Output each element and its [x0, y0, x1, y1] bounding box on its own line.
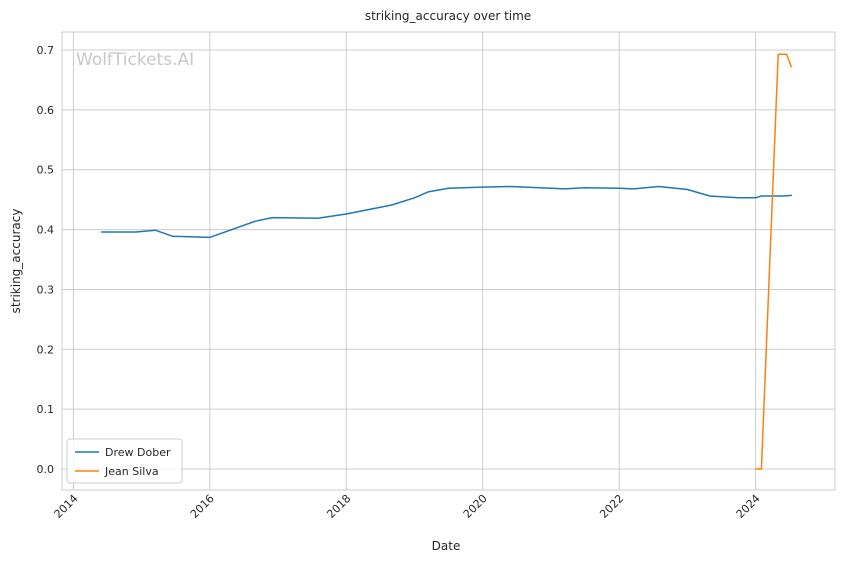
- x-tick-label: 2020: [461, 492, 490, 521]
- y-axis-label: striking_accuracy: [9, 209, 23, 314]
- x-tick-label: 2018: [324, 492, 353, 521]
- x-tick-label: 2016: [188, 492, 217, 521]
- plot-frame: [61, 31, 836, 491]
- y-tick-label: 0.7: [37, 44, 55, 57]
- legend-label-drew-dober: Drew Dober: [105, 446, 171, 459]
- series-line-drew-dober: [100, 185, 793, 239]
- legend-box: [66, 438, 183, 484]
- y-tick-label: 0.5: [37, 164, 55, 177]
- x-tick-label: 2024: [734, 492, 763, 521]
- y-tick-label: 0.1: [37, 403, 55, 416]
- chart-title: striking_accuracy over time: [365, 9, 531, 23]
- y-tick-label: 0.3: [37, 283, 55, 296]
- x-tick-label: 2014: [52, 492, 81, 521]
- y-axis-ticks: 0.0 0.1 0.2 0.3 0.4 0.5 0.6 0.7: [37, 44, 55, 476]
- x-tick-label: 2022: [597, 492, 626, 521]
- legend-label-jean-silva: Jean Silva: [104, 465, 159, 478]
- series-layer: [100, 53, 793, 470]
- y-tick-label: 0.2: [37, 343, 55, 356]
- series-line-jean-silva: [754, 53, 793, 470]
- y-tick-label: 0.4: [37, 224, 55, 237]
- legend: Drew Dober Jean Silva: [66, 438, 183, 484]
- y-tick-label: 0.6: [37, 104, 55, 117]
- x-axis-label: Date: [432, 539, 461, 553]
- x-axis-ticks: 2014 2016 2018 2020 2022 2024: [52, 492, 763, 521]
- grid: [62, 32, 835, 490]
- y-tick-label: 0.0: [37, 463, 55, 476]
- watermark: WolfTickets.AI: [76, 50, 194, 70]
